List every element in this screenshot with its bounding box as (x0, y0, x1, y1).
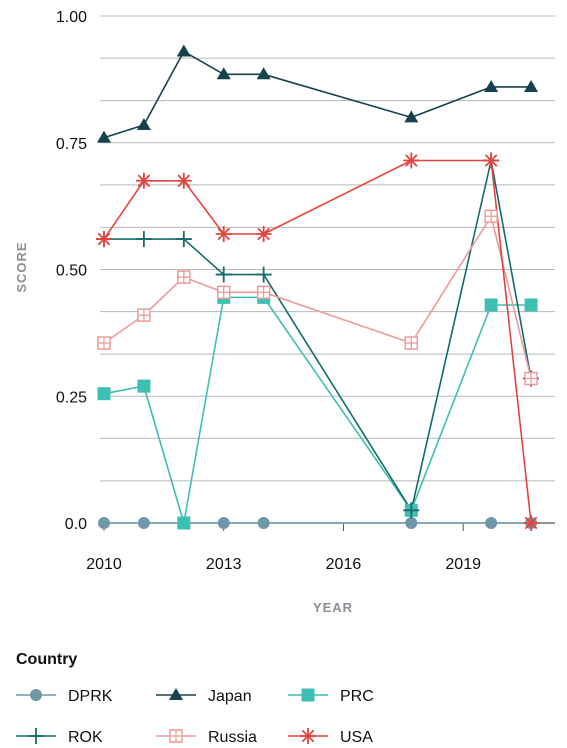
series-markers (95, 44, 540, 531)
series-line-prc (103, 296, 532, 524)
x-tick-label: 2010 (86, 556, 122, 573)
data-point-russia (216, 285, 231, 300)
data-point-rok (135, 231, 152, 248)
legend-item-russia: Russia (156, 729, 257, 746)
data-point-japan (96, 130, 111, 143)
data-point-usa (175, 172, 192, 189)
x-tick-label: 2013 (206, 556, 242, 573)
data-point-japan (216, 67, 231, 80)
data-point-usa (255, 226, 272, 243)
data-point-dprk (137, 517, 150, 529)
data-point-japan (404, 110, 419, 123)
y-tick-label: 0.75 (56, 136, 87, 153)
x-axis-ticks: 2010 2013 2016 2019 (86, 523, 481, 573)
data-point-prc (177, 516, 191, 530)
data-point-dprk (257, 517, 270, 529)
x-tick-label: 2019 (445, 556, 481, 573)
legend-marker-prc (301, 688, 315, 702)
data-point-dprk (485, 517, 498, 529)
legend-title: Country (16, 651, 77, 668)
data-point-usa (523, 515, 540, 531)
data-point-russia (404, 336, 419, 350)
series-lines (103, 50, 532, 524)
series-line-japan (103, 50, 532, 139)
legend-label-usa: USA (340, 729, 373, 746)
data-point-prc (524, 298, 538, 312)
data-point-rok (175, 231, 192, 248)
data-point-usa (135, 172, 152, 189)
y-tick-label: 0.0 (65, 516, 87, 533)
data-point-russia (137, 308, 151, 322)
data-point-prc (484, 298, 498, 312)
series-line-rok (103, 159, 532, 512)
data-point-dprk (97, 517, 110, 529)
data-point-russia (97, 336, 111, 350)
legend-marker-dprk (30, 689, 42, 701)
data-point-japan (136, 118, 151, 131)
x-axis-title: YEAR (313, 600, 353, 615)
legend-item-usa: USA (288, 728, 373, 746)
data-point-usa (483, 152, 500, 169)
legend-label-japan: Japan (208, 688, 252, 705)
data-point-usa (95, 231, 112, 248)
legend-item-dprk: DPRK (16, 688, 113, 705)
data-point-japan (524, 79, 539, 92)
data-point-usa (215, 226, 232, 243)
y-tick-label: 1.00 (56, 9, 87, 26)
data-point-japan (484, 79, 499, 92)
legend-label-prc: PRC (340, 688, 374, 705)
legend-label-dprk: DPRK (68, 688, 113, 705)
legend-item-prc: PRC (288, 688, 374, 705)
data-point-dprk (405, 517, 418, 529)
legend-item-rok: ROK (16, 728, 103, 746)
legend-label-rok: ROK (68, 729, 103, 746)
legend: DPRK Japan PRC ROK Russia USA (16, 688, 374, 746)
data-point-rok (215, 266, 232, 283)
data-point-dprk (217, 517, 230, 529)
data-point-russia (177, 270, 191, 284)
y-axis-ticks: 0.0 0.25 0.50 0.75 1.00 (56, 9, 87, 533)
y-axis-title: SCORE (14, 241, 29, 292)
legend-item-japan: Japan (156, 688, 252, 705)
data-point-russia (484, 209, 498, 224)
data-point-prc (97, 387, 111, 401)
legend-marker-rok (28, 728, 44, 744)
y-tick-label: 0.50 (56, 263, 87, 280)
data-point-rok (403, 502, 420, 519)
data-point-japan (176, 44, 191, 57)
legend-label-russia: Russia (208, 729, 257, 746)
gridlines (100, 15, 555, 524)
data-point-russia (524, 371, 538, 386)
legend-marker-russia (169, 729, 183, 743)
data-point-russia (256, 285, 271, 300)
y-tick-label: 0.25 (56, 389, 87, 406)
x-tick-label: 2016 (326, 556, 362, 573)
legend-marker-japan (169, 688, 183, 700)
legend-marker-usa (300, 728, 316, 744)
data-point-rok (255, 266, 272, 283)
data-point-japan (256, 67, 271, 80)
data-point-prc (137, 379, 151, 393)
data-point-usa (403, 152, 420, 169)
